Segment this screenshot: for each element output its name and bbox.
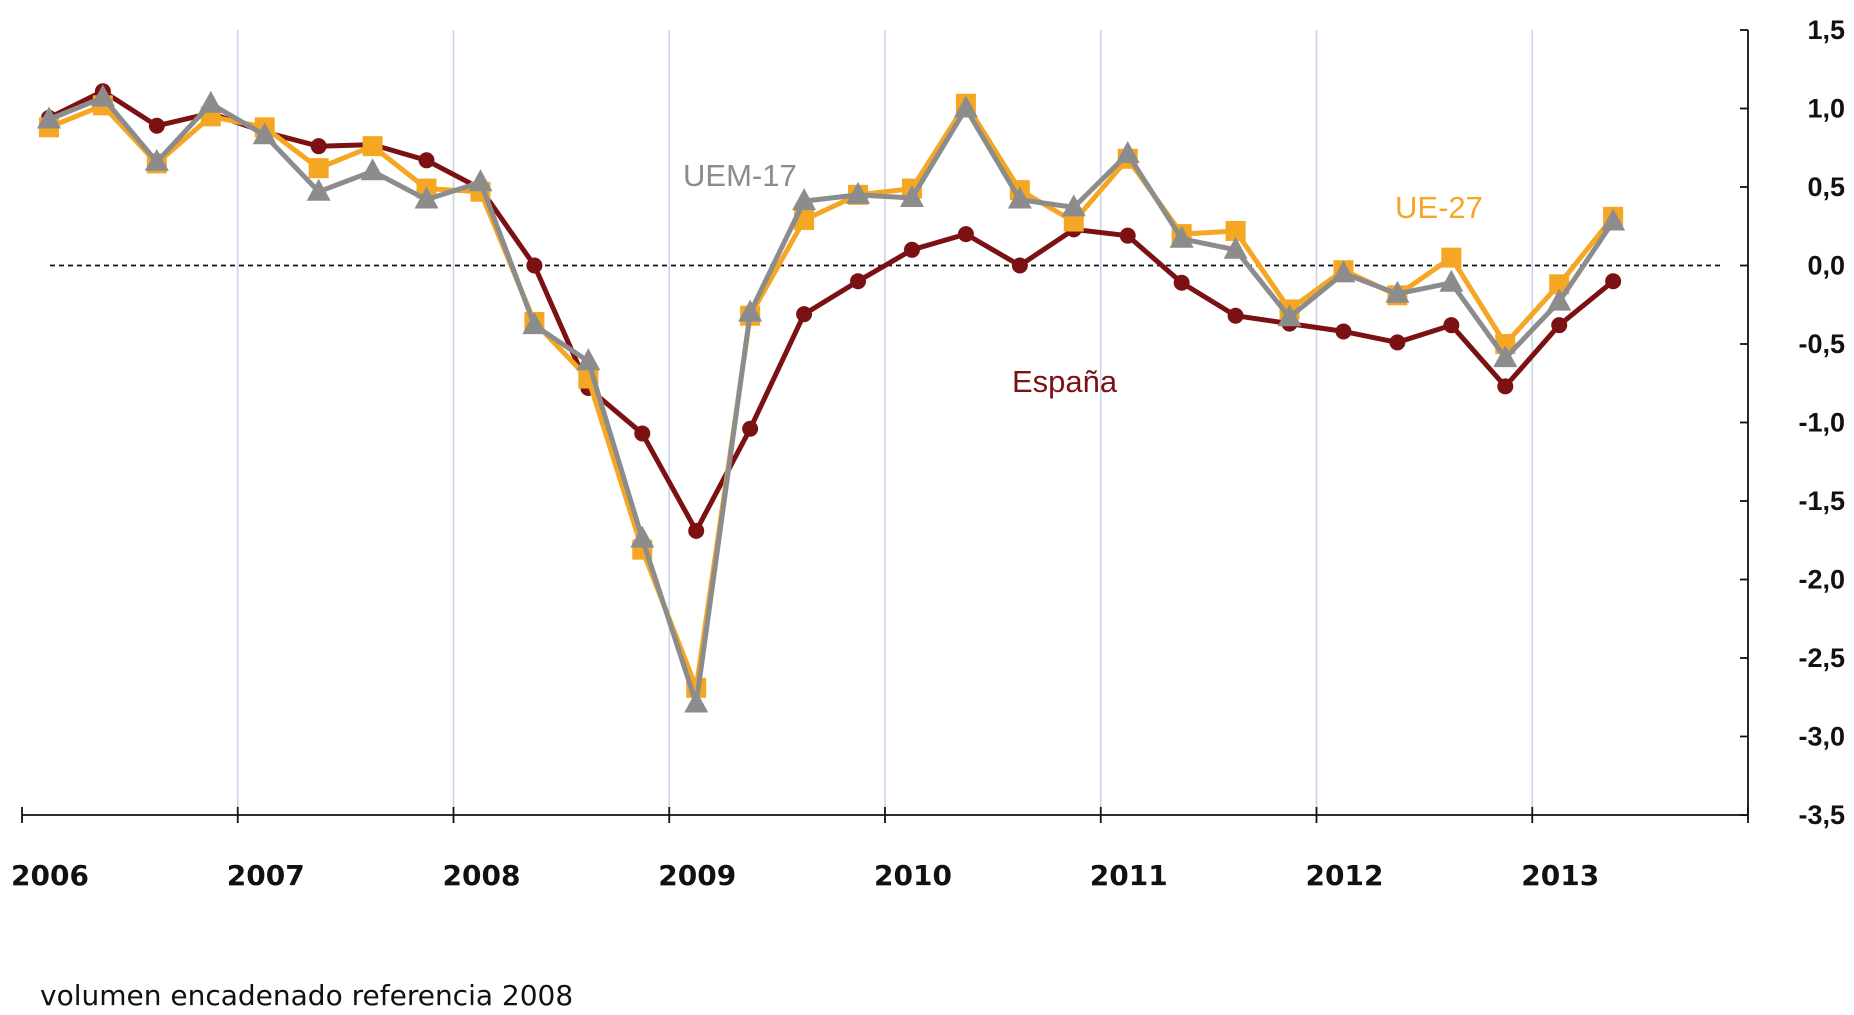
series-label-ue-27: UE-27 (1395, 190, 1483, 225)
data-point-ue-27 (1063, 211, 1084, 232)
data-point-uem-17 (360, 158, 385, 181)
data-point-espana (310, 138, 327, 155)
data-point-uem-17 (198, 90, 223, 113)
data-point-uem-17 (1439, 269, 1464, 292)
data-point-espana (688, 522, 705, 539)
data-point-espana (634, 425, 651, 442)
data-point-uem-17 (684, 690, 709, 713)
data-point-uem-17 (1007, 186, 1032, 209)
x-tick-label: 2008 (443, 859, 521, 892)
data-point-uem-17 (576, 348, 601, 371)
data-point-uem-17 (1547, 288, 1572, 311)
y-tick-label: 1,5 (1807, 15, 1845, 45)
data-point-uem-17 (414, 186, 439, 209)
data-point-ue-27 (308, 158, 329, 179)
y-tick-label: -0,5 (1798, 329, 1845, 359)
x-tick-label: 2011 (1090, 859, 1168, 892)
data-point-uem-17 (1115, 141, 1140, 164)
data-point-espana (1227, 307, 1244, 324)
labels: volumen encadenado referencia 2008 España… (40, 158, 1483, 1012)
data-point-espana (1605, 273, 1622, 290)
data-point-uem-17 (630, 525, 655, 548)
data-point-espana (1173, 274, 1190, 291)
series-ue-27 (38, 93, 1624, 698)
data-point-uem-17 (306, 178, 331, 201)
x-tick-label: 2012 (1306, 859, 1384, 892)
data-point-espana (1497, 378, 1514, 395)
data-point-espana (148, 117, 165, 134)
series-uem-17 (36, 84, 1626, 713)
data-point-espana (850, 273, 867, 290)
x-tick-label: 2009 (658, 859, 736, 892)
data-point-ue-27 (1441, 247, 1462, 268)
data-point-uem-17 (1493, 345, 1518, 368)
x-tick-label: 2007 (227, 859, 305, 892)
data-point-uem-17 (953, 95, 978, 118)
data-point-uem-17 (468, 169, 493, 192)
data-point-uem-17 (1277, 304, 1302, 327)
data-point-uem-17 (1061, 194, 1086, 217)
data-point-espana (1551, 317, 1568, 334)
data-point-espana (957, 226, 974, 243)
y-tick-label: 0,0 (1807, 251, 1845, 281)
series-line-uem-17 (48, 95, 1616, 706)
data-point-ue-27 (362, 136, 383, 157)
data-point-uem-17 (738, 299, 763, 322)
data-point-uem-17 (792, 188, 817, 211)
y-tick-label: -2,5 (1798, 643, 1845, 673)
data-point-uem-17 (1601, 208, 1626, 231)
data-point-uem-17 (1385, 280, 1410, 303)
x-tick-label: 2006 (11, 859, 89, 892)
series-label-uem-17: UEM-17 (683, 158, 797, 193)
data-point-ue-27 (1549, 274, 1570, 295)
x-tick-label: 2010 (874, 859, 952, 892)
series-line-ue-27 (48, 101, 1616, 691)
data-point-uem-17 (522, 312, 547, 335)
data-point-uem-17 (846, 181, 871, 204)
data-point-uem-17 (144, 148, 169, 171)
data-point-espana (1443, 317, 1460, 334)
y-tick-label: 0,5 (1807, 172, 1845, 202)
data-point-espana (1011, 257, 1028, 274)
y-tick-label: -1,0 (1798, 408, 1845, 438)
data-point-ue-27 (1225, 220, 1246, 241)
x-tick-label: 2013 (1521, 859, 1599, 892)
y-tick-label: 1,0 (1807, 94, 1845, 124)
data-point-uem-17 (1169, 225, 1194, 248)
data-point-espana (526, 257, 543, 274)
data-point-uem-17 (1223, 236, 1248, 259)
data-point-uem-17 (90, 84, 115, 107)
data-point-espana (1119, 227, 1136, 244)
data-point-uem-17 (36, 106, 61, 129)
gridlines (50, 30, 1720, 815)
data-point-espana (1389, 334, 1406, 351)
data-point-espana (1335, 323, 1352, 340)
data-point-espana (903, 241, 920, 258)
y-tick-label: -3,0 (1798, 722, 1845, 752)
data-point-uem-17 (252, 122, 277, 145)
y-tick-label: -2,0 (1798, 565, 1845, 595)
data-point-espana (796, 306, 813, 323)
data-point-espana (418, 152, 435, 169)
chart-note: volumen encadenado referencia 2008 (40, 979, 573, 1012)
y-tick-label: -1,5 (1798, 486, 1845, 516)
data-point-uem-17 (899, 184, 924, 207)
data-point-espana (742, 420, 759, 437)
series (36, 83, 1626, 713)
data-point-uem-17 (1331, 260, 1356, 283)
series-label-espana: España (1012, 364, 1118, 399)
series-line-espana (47, 88, 1615, 534)
y-tick-label: -3,5 (1798, 800, 1845, 830)
axes: 2006 2007 2008 2009 2010 2011 2012 2013 1,5 1,0 0,… (11, 15, 1845, 892)
